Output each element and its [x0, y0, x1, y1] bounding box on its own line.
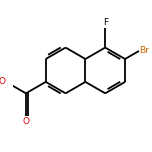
Text: Br: Br [140, 47, 150, 55]
Text: O: O [0, 77, 5, 86]
Text: O: O [22, 117, 29, 126]
Text: F: F [103, 18, 108, 27]
